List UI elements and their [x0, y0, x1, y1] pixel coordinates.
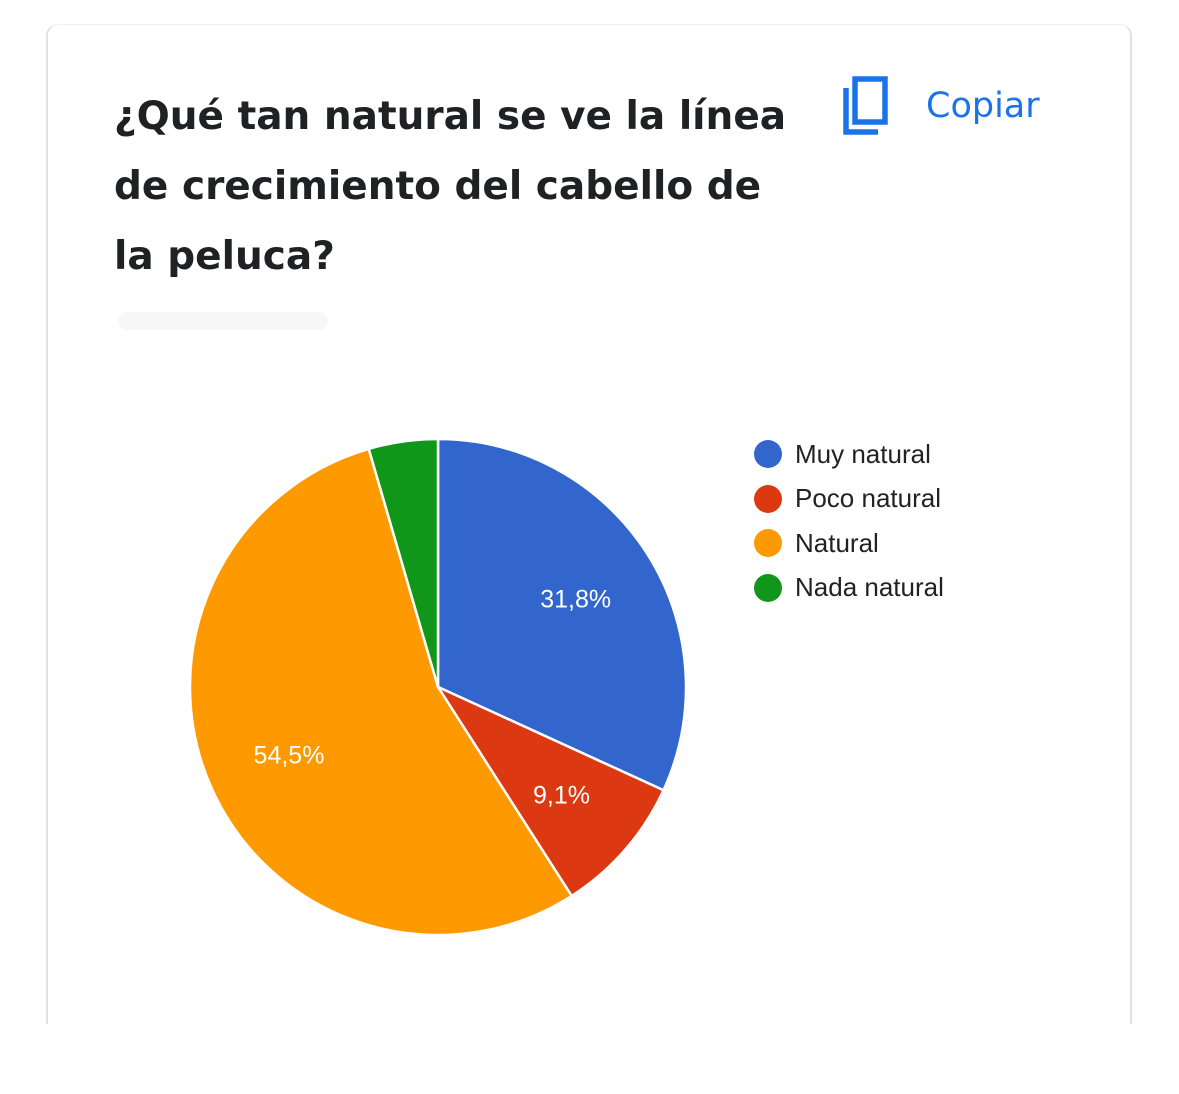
- copy-icon: [838, 74, 894, 138]
- legend-item: Nada natural: [754, 566, 944, 611]
- copy-button[interactable]: Copiar: [838, 74, 1040, 138]
- pie-slice-label: 54,5%: [254, 742, 325, 770]
- legend-swatch: [754, 440, 782, 469]
- pie-slice-poco-natural[interactable]: [436, 685, 665, 898]
- pie-slice-muy-natural[interactable]: [436, 437, 688, 792]
- legend-label: Poco natural: [795, 483, 941, 514]
- legend-swatch: [754, 573, 782, 602]
- question-title: ¿Qué tan natural se ve la línea de creci…: [114, 94, 787, 279]
- legend-item: Natural: [754, 521, 944, 566]
- legend-label: Nada natural: [795, 572, 944, 603]
- legend-item: Muy natural: [754, 432, 944, 477]
- pie-slice-nada-natural[interactable]: [367, 437, 440, 689]
- legend-swatch: [754, 484, 782, 513]
- pie-slice-label: 9,1%: [533, 781, 590, 809]
- legend-label: Muy natural: [795, 438, 931, 469]
- legend-label: Natural: [795, 527, 879, 558]
- copy-button-label: Copiar: [926, 86, 1040, 126]
- response-count-placeholder: [118, 312, 328, 330]
- pie-slice-natural[interactable]: [188, 447, 573, 937]
- legend-item: Poco natural: [754, 477, 944, 522]
- pie-slice-label: 31,8%: [540, 586, 611, 614]
- chart-legend: Muy natural Poco natural Natural Nada natur…: [754, 432, 944, 610]
- legend-swatch: [754, 529, 782, 558]
